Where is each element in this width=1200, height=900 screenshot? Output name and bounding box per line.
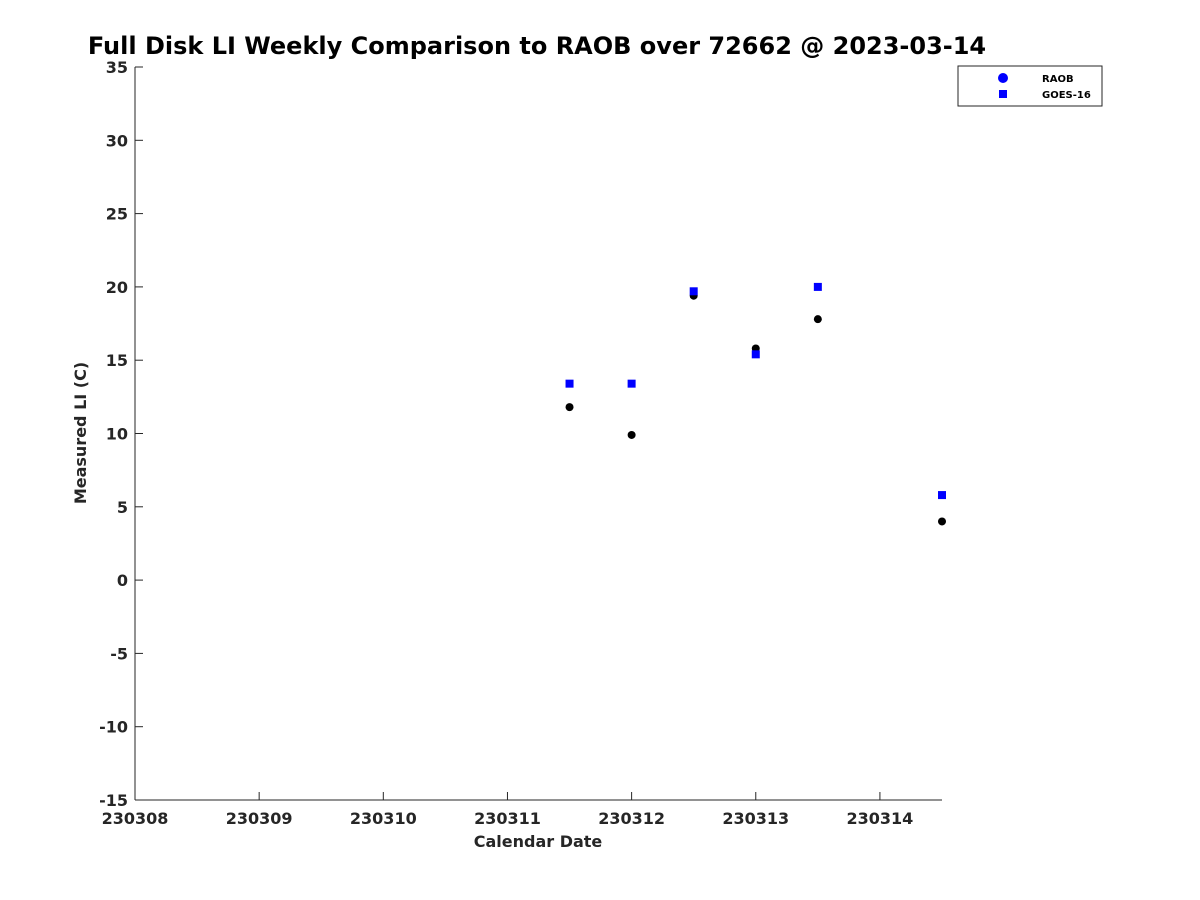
point-goes16	[938, 491, 946, 500]
x-tick-label: 230314	[847, 809, 914, 828]
x-tick-label: 230309	[226, 809, 293, 828]
chart-title: Full Disk LI Weekly Comparison to RAOB o…	[88, 32, 986, 60]
point-goes16	[813, 282, 822, 291]
y-tick-label: 30	[106, 131, 128, 150]
y-tick-label: 15	[106, 351, 128, 370]
x-tick-label: 230312	[598, 809, 665, 828]
legend-label-raob: RAOB	[1042, 74, 1074, 85]
x-tick-label: 230311	[474, 809, 541, 828]
point-raob	[565, 403, 574, 412]
axes	[134, 67, 942, 801]
y-tick-label: 20	[106, 278, 128, 297]
legend-marker-goes16	[999, 90, 1007, 98]
legend-label-goes16: GOES-16	[1042, 90, 1091, 101]
y-tick-label: -5	[110, 644, 128, 663]
legend-box	[957, 65, 1103, 107]
y-tick-label: -15	[99, 791, 128, 810]
point-goes16	[565, 379, 574, 388]
point-goes16	[751, 350, 760, 359]
point-raob	[813, 315, 822, 324]
point-raob	[627, 430, 636, 439]
y-ticks: -15 -10 -5 0 5 10 15 20 25 30 35	[99, 58, 143, 810]
x-tick-label: 230313	[722, 809, 789, 828]
y-axis-label: Measured LI (C)	[71, 362, 90, 504]
y-tick-label: -10	[99, 718, 128, 737]
y-tick-label: 35	[106, 58, 128, 77]
y-tick-label: 5	[117, 498, 128, 517]
point-raob	[938, 517, 946, 526]
y-tick-label: 0	[117, 571, 128, 590]
legend: RAOB GOES-16	[957, 65, 1103, 107]
y-tick-label: 25	[106, 205, 128, 224]
x-ticks: 230308 230309 230310 230311 230312 230313 2303…	[102, 792, 914, 828]
data-points	[565, 282, 946, 526]
point-goes16	[627, 379, 636, 388]
point-goes16	[689, 287, 698, 296]
x-tick-label: 230310	[350, 809, 417, 828]
x-axis-label: Calendar Date	[474, 832, 603, 851]
x-tick-label: 230308	[102, 809, 169, 828]
legend-marker-raob	[998, 73, 1008, 83]
y-tick-label: 10	[106, 425, 128, 444]
